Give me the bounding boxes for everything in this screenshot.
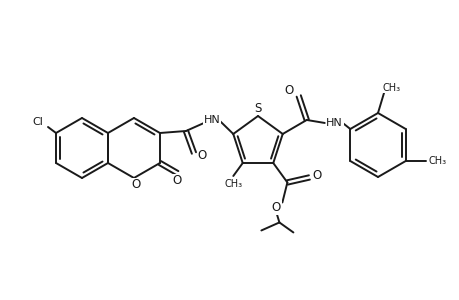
Text: O: O — [312, 169, 321, 182]
Text: S: S — [254, 101, 261, 115]
Text: O: O — [131, 178, 140, 191]
Text: HN: HN — [325, 118, 342, 128]
Text: Cl: Cl — [33, 117, 43, 127]
Text: CH₃: CH₃ — [428, 156, 446, 166]
Text: CH₃: CH₃ — [224, 179, 242, 189]
Text: O: O — [271, 201, 280, 214]
Text: O: O — [172, 175, 181, 188]
Text: HN: HN — [203, 115, 220, 125]
Text: O: O — [197, 148, 206, 161]
Text: O: O — [284, 85, 293, 98]
Text: CH₃: CH₃ — [382, 83, 400, 93]
